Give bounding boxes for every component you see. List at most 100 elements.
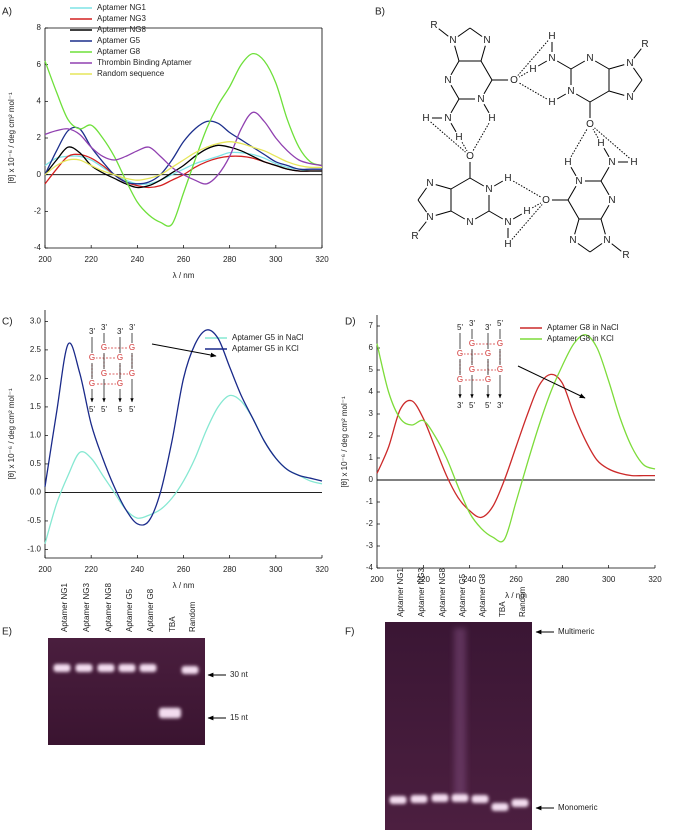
legend-label: Thrombin Binding Aptamer [97,58,192,67]
y-tick-label: 6 [37,60,42,69]
atom-label: H [488,113,495,124]
y-tick-label: 4 [369,387,374,396]
x-tick-label: 260 [177,255,191,264]
x-tick-label: 300 [269,565,283,574]
lane-label: Aptamer G5 [458,573,467,617]
atom-label: H [523,206,530,217]
atom-bg [565,85,577,97]
chart-panel: C) -1.0 -0.5 0.0 0.5 1.0 1.5 2.0 2.5 3.0 200 220 240… [2,310,329,590]
guanine: G [457,375,463,384]
atom-bg [601,234,613,246]
atom-bg [502,172,514,184]
base-bg [484,375,492,385]
atom-bg [442,112,454,124]
bond [450,177,471,190]
guanine: G [457,349,463,358]
y-tick-label: 6 [369,343,374,352]
base-bg [116,379,124,389]
atom-label: N [626,92,633,103]
atom-label: R [641,39,648,50]
atom-label: N [567,86,574,97]
hydrogen-bond [507,199,547,245]
x-tick-label: 300 [602,575,616,584]
atom-bg [409,230,421,242]
base-bg [100,343,108,353]
gel-band [511,799,529,807]
hydrogen-bond [469,117,493,157]
y-tick-label: 8 [37,23,42,32]
atom-label: H [504,239,511,250]
hydrogen-bond [589,123,635,163]
y-axis-label: [θ] x 10⁻⁶ / deg cm² mol⁻¹ [340,396,349,488]
atom-label: N [569,235,576,246]
guanine: G [485,349,491,358]
y-tick-label: 5 [369,365,374,374]
atom-label: O [542,195,550,206]
y-tick-label: 7 [369,321,374,330]
y-tick-label: 3 [369,409,374,418]
x-tick-label: 240 [131,255,145,264]
strand-end-label: 5' [485,401,491,410]
atom-bg [481,34,493,46]
x-tick-label: 300 [269,255,283,264]
atom-label: N [586,53,593,64]
hydrogen-bond [513,35,553,81]
hydrogen-bond [567,123,591,163]
y-tick-label: 0.5 [30,459,42,468]
strand-end-label: 5' [129,405,135,414]
legend-label: Aptamer NG8 [97,25,146,34]
atom-bg [546,52,558,64]
strand-end-label: 5 [118,405,123,414]
atom-bg [624,57,636,69]
x-tick-label: 260 [509,575,523,584]
atom-label: N [608,157,615,168]
y-tick-label: 0.0 [30,488,42,497]
atom-bg [483,183,495,195]
y-tick-label: 4 [37,96,42,105]
atom-bg [486,112,498,124]
atom-bg [562,156,574,168]
strand-end-label: 5' [469,401,475,410]
gel-band [389,796,407,804]
y-tick-label: -0.5 [27,516,41,525]
x-tick-label: 220 [84,255,98,264]
x-axis-label: λ / nm [173,271,195,280]
lane-label: Aptamer NG3 [82,583,91,632]
strand-end-label: 3' [485,323,491,332]
gel-band [471,795,489,803]
base-bg [496,339,504,349]
strand-end-label: 3' [457,401,463,410]
pointer-arrow [151,343,217,358]
gel-smear [454,628,466,796]
atom-label: N [449,35,456,46]
legend-label: Aptamer G8 in KCl [547,334,614,343]
atom-bg [464,150,476,162]
base-bg [456,375,464,385]
panel-label: E) [2,627,12,638]
series-line [44,329,323,526]
gel-band [53,664,71,672]
atom-label: O [586,119,594,130]
lane-label: Aptamer G8 [146,588,155,632]
atom-label: H [504,173,511,184]
atom-bg [475,93,487,105]
y-tick-label: 1 [369,453,374,462]
atom-label: N [444,75,451,86]
hydrogen-bond [513,79,553,103]
atom-bg [527,63,539,75]
atom-bg [428,19,440,31]
guanine: G [497,339,503,348]
base-bg [128,343,136,353]
y-tick-label: -2 [34,206,42,215]
atom-label: N [626,58,633,69]
guanine: G [101,369,107,378]
guanine: G [117,353,123,362]
atom-label: N [426,178,433,189]
x-tick-label: 200 [38,255,52,264]
atom-bg [424,177,436,189]
x-tick-label: 240 [463,575,477,584]
atom-label: H [564,157,571,168]
legend-label: Aptamer NG1 [97,3,146,12]
